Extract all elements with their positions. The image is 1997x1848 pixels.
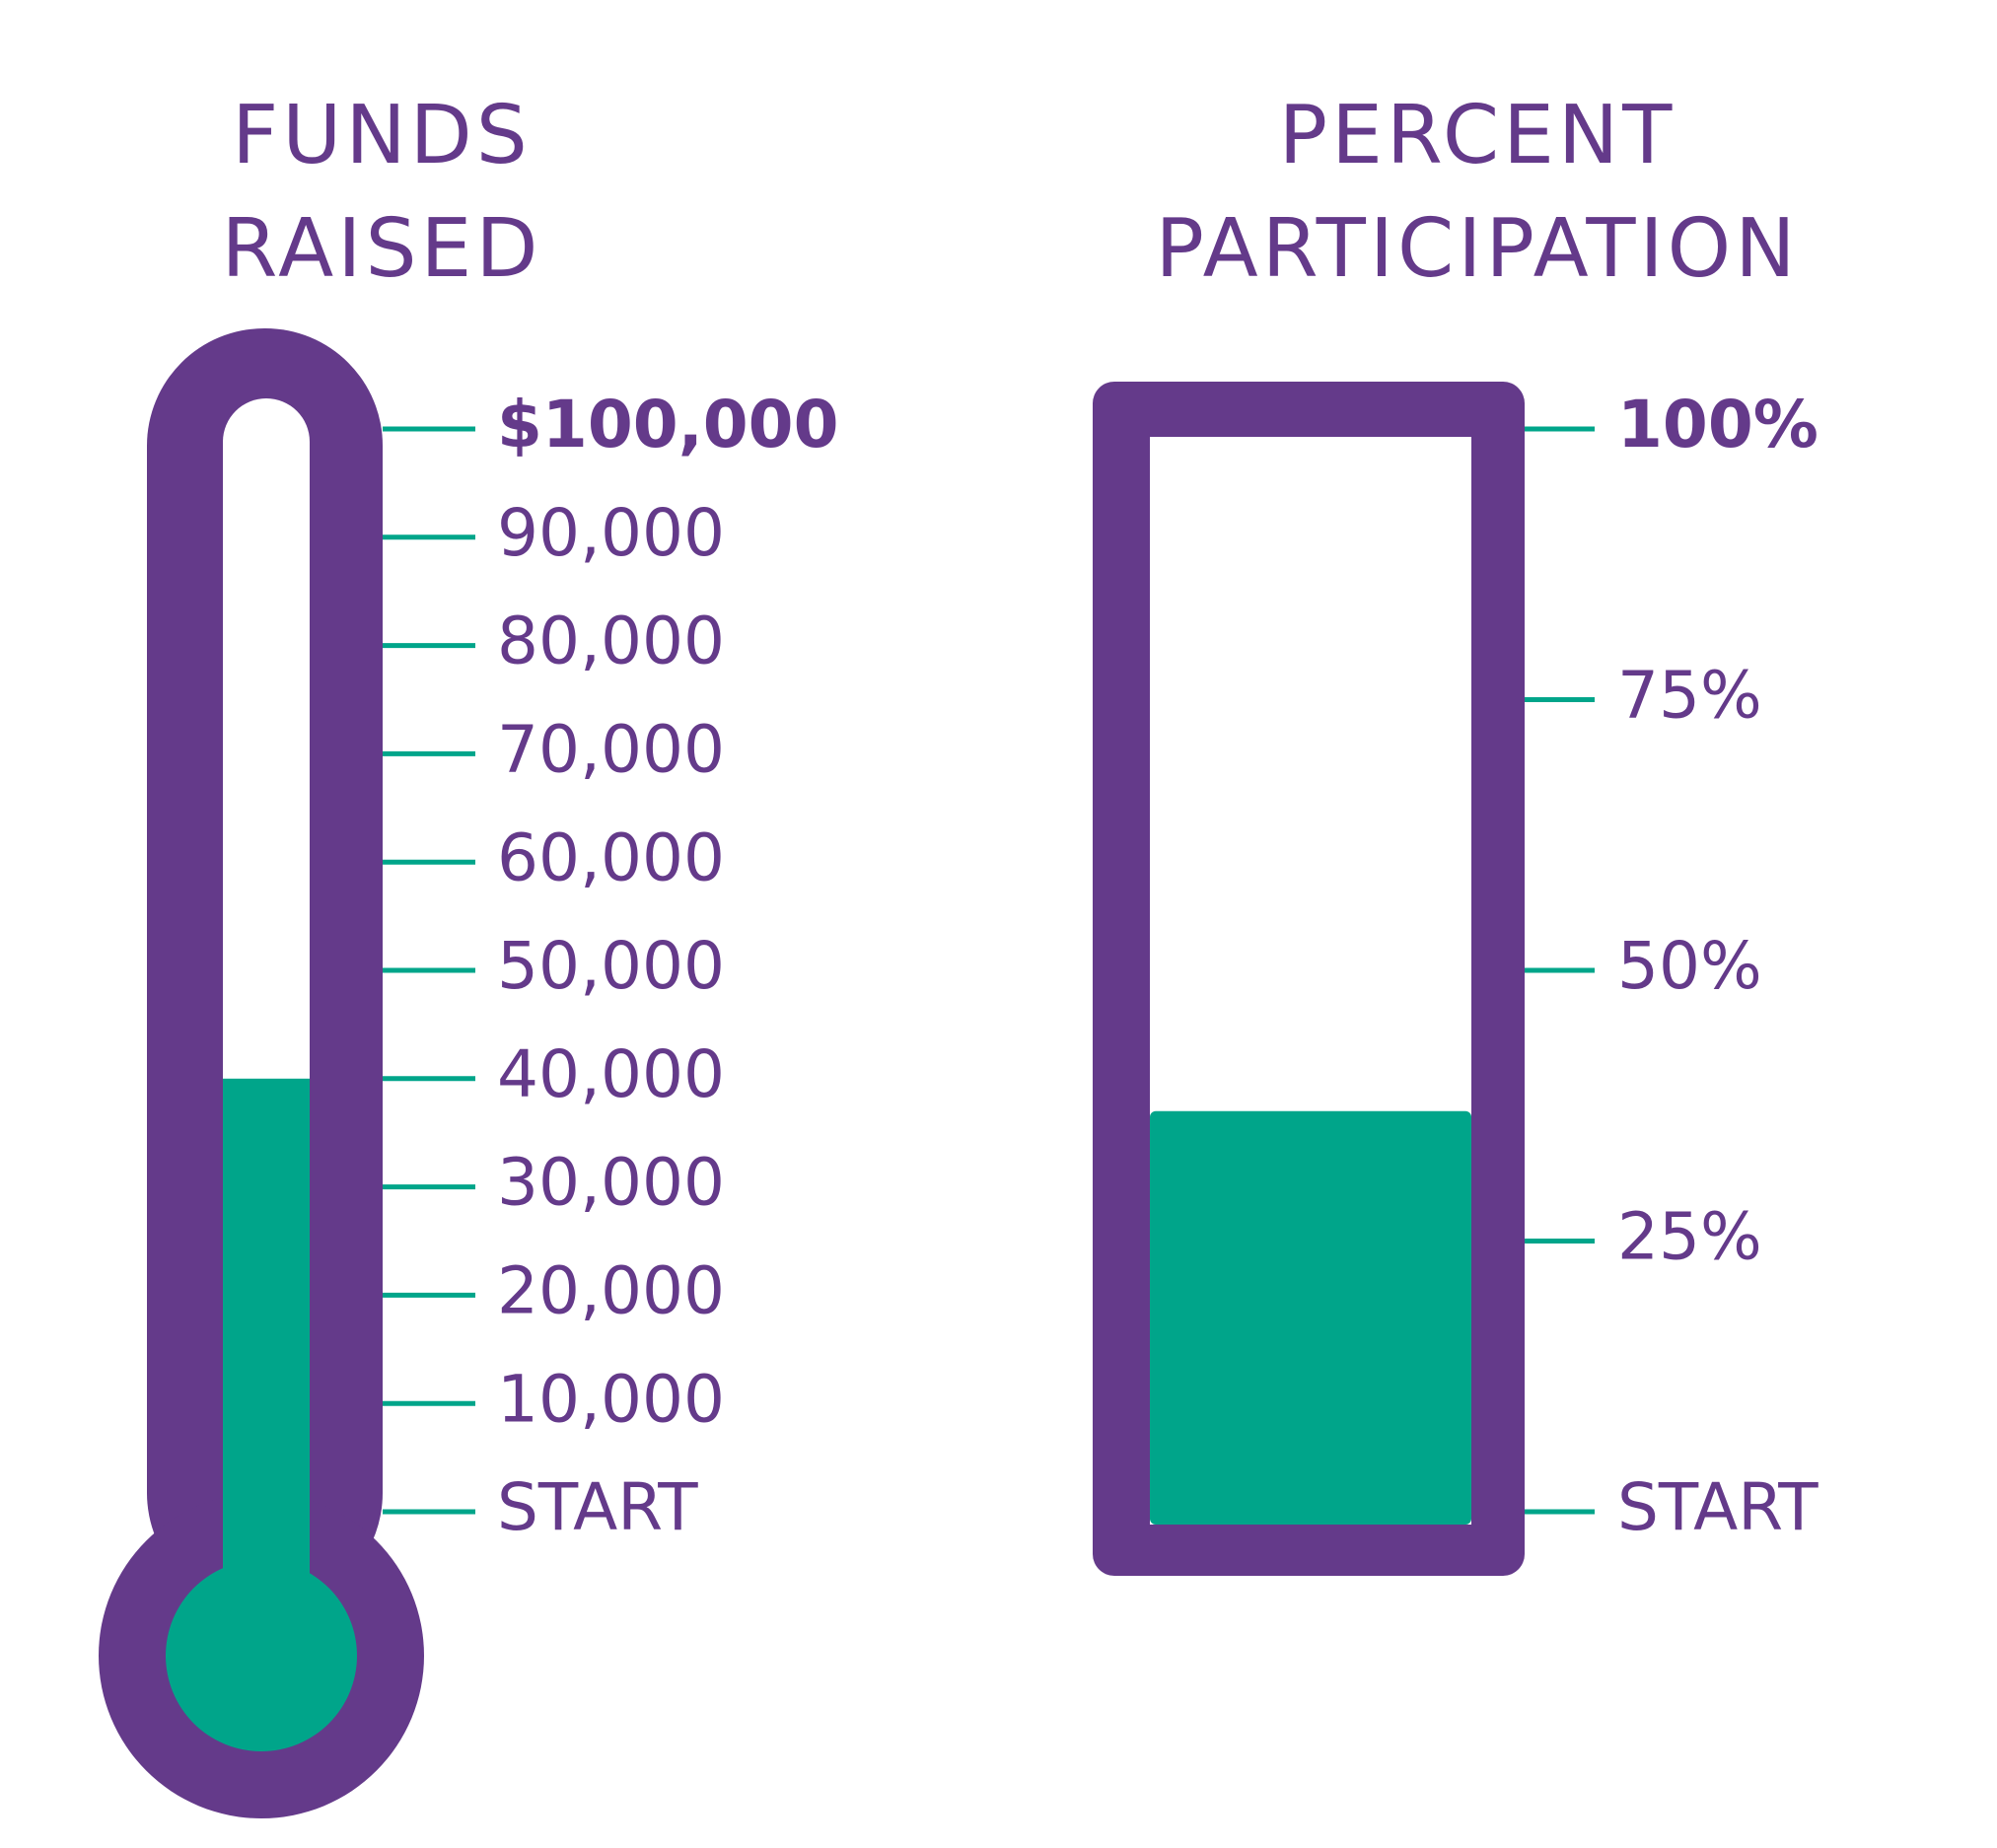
y-tick-label: 10,000 — [497, 1361, 725, 1437]
y-tick-label: 20,000 — [497, 1252, 725, 1328]
y-tick-label: 40,000 — [497, 1036, 725, 1112]
y-tick-label: START — [1617, 1469, 1819, 1545]
progress-fill — [1150, 1110, 1471, 1525]
thermometer-fill — [223, 1078, 310, 1656]
y-tick-label: 25% — [1617, 1199, 1762, 1275]
y-tick-label: 50% — [1617, 928, 1762, 1004]
chart-title: PERCENT PARTICIPATION — [1155, 89, 1800, 296]
y-tick-label: 90,000 — [497, 495, 725, 571]
y-tick-label: 80,000 — [497, 604, 725, 679]
y-tick-label: 100% — [1617, 387, 1819, 462]
y-tick-label: 70,000 — [497, 711, 725, 787]
y-tick-label: 75% — [1617, 658, 1762, 734]
chart-title: FUNDS RAISED — [221, 89, 542, 296]
y-tick-label: START — [497, 1469, 698, 1545]
y-tick-label: 30,000 — [497, 1145, 725, 1221]
y-tick-label: $100,000 — [497, 387, 839, 462]
y-tick-label: 50,000 — [497, 928, 725, 1004]
y-tick-label: 60,000 — [497, 819, 725, 895]
